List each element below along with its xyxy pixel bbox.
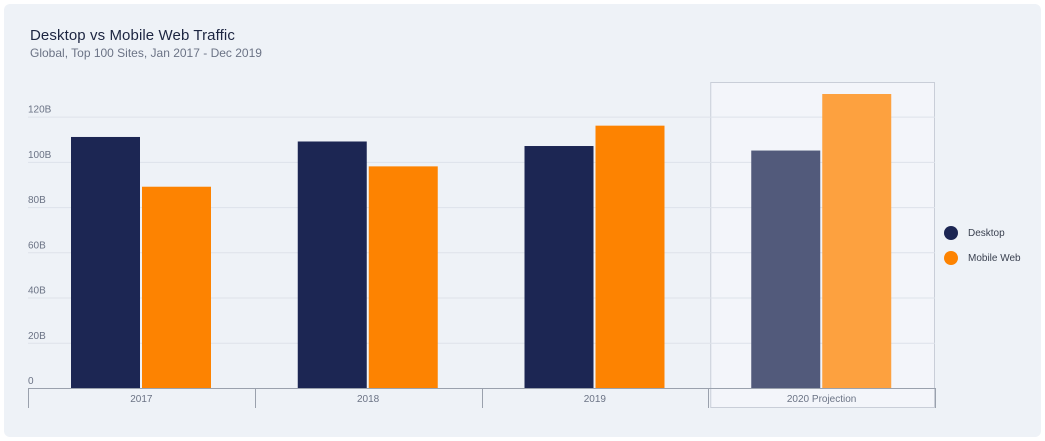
legend-item-desktop[interactable]: Desktop <box>944 226 1021 240</box>
y-tick-label: 40B <box>28 286 46 297</box>
bar-desktop-2019 <box>524 146 594 388</box>
x-tick-label: 2019 <box>584 394 607 405</box>
y-tick-label: 80B <box>28 195 46 206</box>
y-tick-label: 20B <box>28 331 46 342</box>
bar-mobile-web-2018 <box>368 166 438 388</box>
y-tick-label: 0 <box>28 376 34 387</box>
y-tick-label: 120B <box>28 105 52 116</box>
y-tick-label: 100B <box>28 150 52 161</box>
chart-subtitle: Global, Top 100 Sites, Jan 2017 - Dec 20… <box>30 46 262 60</box>
legend-label-desktop: Desktop <box>968 227 1005 239</box>
legend-label-mobile-web: Mobile Web <box>968 252 1021 264</box>
x-tick-label: 2017 <box>130 394 153 405</box>
x-tick-label: 2020 Projection <box>787 394 857 405</box>
bar-desktop-2020-projection <box>751 150 821 388</box>
legend-item-mobile-web[interactable]: Mobile Web <box>944 251 1021 265</box>
bar-desktop-2018 <box>297 141 367 388</box>
bar-mobile-web-2019 <box>595 125 665 389</box>
legend-swatch-mobile-web <box>944 251 958 265</box>
bar-mobile-web-2020-projection <box>822 94 892 388</box>
chart-title: Desktop vs Mobile Web Traffic <box>30 27 235 44</box>
legend-swatch-desktop <box>944 226 958 240</box>
bar-desktop-2017 <box>71 136 140 388</box>
x-tick-label: 2018 <box>357 394 380 405</box>
bar-mobile-web-2017 <box>142 186 211 388</box>
y-tick-label: 60B <box>28 240 46 251</box>
chart-legend: Desktop Mobile Web <box>944 226 1021 276</box>
